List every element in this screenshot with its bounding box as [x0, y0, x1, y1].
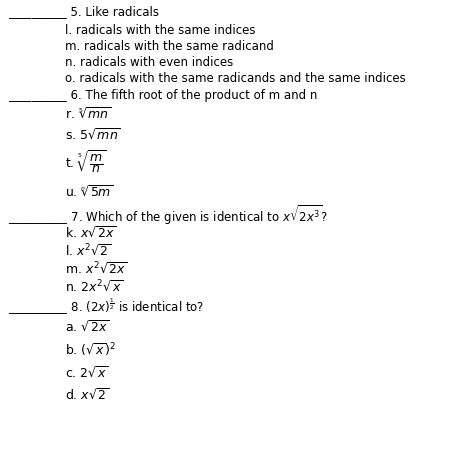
Text: m. radicals with the same radicand: m. radicals with the same radicand — [65, 39, 274, 53]
Text: __________ 7. Which of the given is identical to $x\sqrt{2x^3}$?: __________ 7. Which of the given is iden… — [8, 203, 328, 227]
Text: m. $x^2\sqrt{2x}$: m. $x^2\sqrt{2x}$ — [65, 261, 128, 277]
Text: l. $x^2\sqrt{2}$: l. $x^2\sqrt{2}$ — [65, 243, 111, 259]
Text: b. $(\sqrt{x})^2$: b. $(\sqrt{x})^2$ — [65, 341, 116, 359]
Text: r. $\sqrt[5]{mn}$: r. $\sqrt[5]{mn}$ — [65, 106, 111, 122]
Text: o. radicals with the same radicands and the same indices: o. radicals with the same radicands and … — [65, 72, 406, 85]
Text: __________ 8. $(2x)^{\frac{1}{2}}$ is identical to?: __________ 8. $(2x)^{\frac{1}{2}}$ is id… — [8, 297, 204, 317]
Text: n. radicals with even indices: n. radicals with even indices — [65, 55, 233, 68]
Text: __________ 6. The fifth root of the product of m and n: __________ 6. The fifth root of the prod… — [8, 90, 318, 103]
Text: l. radicals with the same indices: l. radicals with the same indices — [65, 24, 255, 36]
Text: u. $\sqrt[n]{5m}$: u. $\sqrt[n]{5m}$ — [65, 184, 113, 200]
Text: d. $x\sqrt{2}$: d. $x\sqrt{2}$ — [65, 388, 109, 402]
Text: c. $2\sqrt{x}$: c. $2\sqrt{x}$ — [65, 365, 108, 381]
Text: s. $5\sqrt{mn}$: s. $5\sqrt{mn}$ — [65, 128, 120, 143]
Text: a. $\sqrt{2x}$: a. $\sqrt{2x}$ — [65, 319, 109, 334]
Text: t. $\sqrt[5]{\dfrac{m}{n}}$: t. $\sqrt[5]{\dfrac{m}{n}}$ — [65, 149, 106, 175]
Text: k. $x\sqrt{2x}$: k. $x\sqrt{2x}$ — [65, 225, 116, 241]
Text: n. $2x^2\sqrt{x}$: n. $2x^2\sqrt{x}$ — [65, 279, 123, 295]
Text: __________ 5. Like radicals: __________ 5. Like radicals — [8, 6, 159, 18]
